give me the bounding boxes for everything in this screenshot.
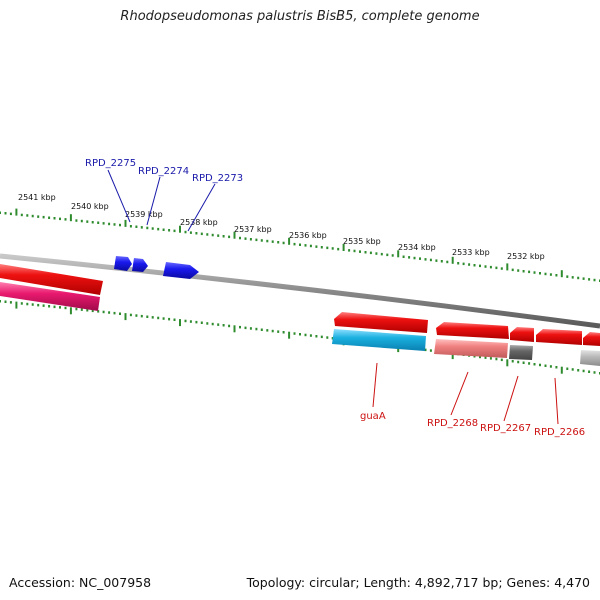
tick-label-2534: 2534 kbp	[398, 243, 436, 252]
tick-label-2537: 2537 kbp	[234, 225, 272, 234]
genome-backbone	[0, 253, 600, 329]
callouts-lower	[372, 362, 559, 425]
genome-summary-text: Topology: circular; Length: 4,892,717 bp…	[246, 575, 590, 590]
features-right-lower	[332, 329, 600, 366]
feature-guaA-rna[interactable]	[332, 329, 426, 351]
label-rpd-2267[interactable]: RPD_2267	[480, 423, 531, 434]
tick-label-2541: 2541 kbp	[18, 193, 56, 202]
accession-text: Accession: NC_007958	[9, 575, 152, 590]
features-left	[0, 264, 103, 311]
tick-label-2533: 2533 kbp	[452, 248, 490, 257]
feature-rpd-2266-other[interactable]	[580, 350, 600, 366]
feature-rpd-2267-other[interactable]	[509, 345, 533, 360]
features-right-upper	[334, 312, 600, 346]
tick-label-2540: 2540 kbp	[71, 202, 109, 211]
feature-labels-lower: guaA RPD_2268 RPD_2267 RPD_2266	[360, 411, 585, 438]
scale-labels: 2541 kbp 2540 kbp 2539 kbp 2538 kbp 2537…	[18, 193, 545, 261]
tick-label-2538: 2538 kbp	[180, 218, 218, 227]
label-rpd-2275[interactable]: RPD_2275	[85, 158, 136, 169]
callouts-upper	[107, 169, 216, 232]
feature-labels-upper: RPD_2275 RPD_2274 RPD_2273	[85, 158, 243, 184]
label-rpd-2273[interactable]: RPD_2273	[192, 173, 243, 184]
label-guaA[interactable]: guaA	[360, 411, 386, 422]
feature-left-pink[interactable]	[0, 282, 100, 311]
tick-label-2532: 2532 kbp	[507, 252, 545, 261]
features-forward-small	[114, 256, 199, 279]
callout-rpd-2266	[554, 377, 559, 425]
callout-rpd-2274	[146, 176, 161, 226]
feature-rpd-2268-red[interactable]	[436, 322, 509, 339]
tick-label-2536: 2536 kbp	[289, 231, 327, 240]
label-rpd-2268[interactable]: RPD_2268	[427, 418, 478, 429]
scale-ticks-upper	[0, 208, 600, 282]
callout-guaA	[372, 362, 378, 408]
callout-rpd-2273	[187, 183, 216, 232]
tick-label-2539: 2539 kbp	[125, 210, 163, 219]
feature-rpd-2267-red[interactable]	[510, 327, 534, 342]
label-rpd-2266[interactable]: RPD_2266	[534, 427, 585, 438]
callout-rpd-2268	[450, 371, 469, 416]
feature-rpd-2273[interactable]	[163, 262, 199, 279]
callout-rpd-2275	[107, 169, 131, 223]
feature-edge-red[interactable]	[583, 332, 600, 346]
feature-guaA-red[interactable]	[334, 312, 428, 333]
callout-rpd-2267	[503, 375, 519, 422]
feature-rpd-2266-red[interactable]	[536, 329, 582, 345]
feature-rpd-2275[interactable]	[114, 256, 132, 271]
tick-label-2535: 2535 kbp	[343, 237, 381, 246]
feature-rpd-2274[interactable]	[132, 258, 148, 272]
feature-left-red[interactable]	[0, 264, 103, 295]
feature-rpd-2268-pseudo[interactable]	[434, 339, 508, 358]
label-rpd-2274[interactable]: RPD_2274	[138, 166, 189, 177]
map-title: Rhodopseudomonas palustris BisB5, comple…	[120, 9, 480, 24]
